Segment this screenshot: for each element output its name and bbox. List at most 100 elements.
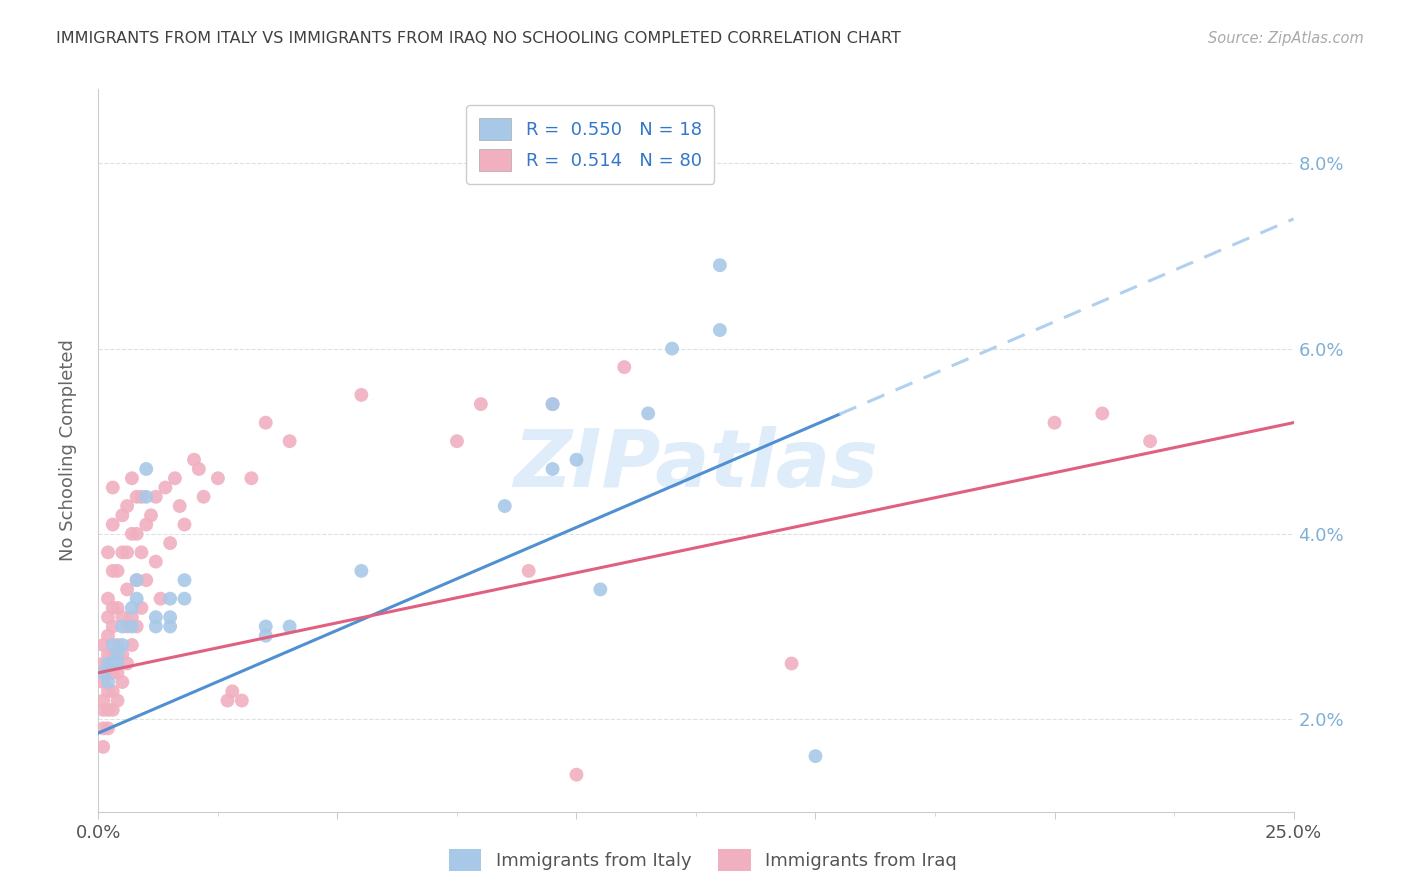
Point <box>91 665 114 680</box>
Point <box>107 657 129 671</box>
Point <box>517 564 540 578</box>
Point <box>97 647 120 661</box>
Point <box>97 545 120 559</box>
Point <box>131 601 153 615</box>
Point <box>1139 434 1161 449</box>
Point <box>159 536 181 550</box>
Point <box>494 499 516 513</box>
Point <box>91 739 114 754</box>
Point <box>135 462 157 476</box>
Point <box>97 675 120 690</box>
Point <box>135 517 157 532</box>
Point <box>589 582 612 597</box>
Point <box>135 573 157 587</box>
Point <box>107 665 129 680</box>
Point <box>565 452 588 467</box>
Point <box>101 665 124 680</box>
Point <box>91 638 114 652</box>
Point <box>661 342 683 356</box>
Point <box>107 647 129 661</box>
Point <box>121 601 143 615</box>
Point <box>121 610 143 624</box>
Point <box>173 591 195 606</box>
Point <box>121 638 143 652</box>
Point <box>183 452 205 467</box>
Text: Source: ZipAtlas.com: Source: ZipAtlas.com <box>1208 31 1364 46</box>
Point <box>145 610 167 624</box>
Point <box>125 591 148 606</box>
Point <box>446 434 468 449</box>
Point <box>107 564 129 578</box>
Point <box>541 397 564 411</box>
Point <box>121 471 143 485</box>
Point <box>780 657 803 671</box>
Point <box>101 601 124 615</box>
Point <box>254 416 277 430</box>
Point <box>111 545 134 559</box>
Point <box>115 619 138 633</box>
Point <box>709 323 731 337</box>
Point <box>101 564 124 578</box>
Point <box>107 638 129 652</box>
Point <box>159 591 181 606</box>
Point <box>145 619 167 633</box>
Point <box>121 619 143 633</box>
Point <box>125 573 148 587</box>
Point <box>107 601 129 615</box>
Point <box>350 564 373 578</box>
Point <box>107 693 129 707</box>
Point <box>231 693 253 707</box>
Point <box>91 722 114 736</box>
Point <box>111 675 134 690</box>
Point <box>125 490 148 504</box>
Point <box>101 703 124 717</box>
Point <box>101 647 124 661</box>
Point <box>101 638 124 652</box>
Point <box>193 490 215 504</box>
Point <box>173 517 195 532</box>
Point <box>163 471 186 485</box>
Point <box>254 629 277 643</box>
Point <box>135 490 157 504</box>
Point <box>187 462 209 476</box>
Point <box>111 508 134 523</box>
Point <box>115 499 138 513</box>
Point <box>145 490 167 504</box>
Point <box>101 657 124 671</box>
Point <box>149 591 172 606</box>
Point <box>115 582 138 597</box>
Text: IMMIGRANTS FROM ITALY VS IMMIGRANTS FROM IRAQ NO SCHOOLING COMPLETED CORRELATION: IMMIGRANTS FROM ITALY VS IMMIGRANTS FROM… <box>56 31 901 46</box>
Point <box>131 545 153 559</box>
Point <box>97 657 120 671</box>
Point <box>91 703 114 717</box>
Point <box>709 258 731 272</box>
Point <box>101 517 124 532</box>
Point <box>97 665 120 680</box>
Point <box>97 684 120 698</box>
Point <box>131 490 153 504</box>
Point <box>125 573 148 587</box>
Point <box>350 388 373 402</box>
Point <box>155 481 177 495</box>
Point <box>159 619 181 633</box>
Point <box>613 360 636 375</box>
Point <box>115 657 138 671</box>
Point <box>278 434 301 449</box>
Point <box>207 471 229 485</box>
Point <box>111 647 134 661</box>
Point <box>101 481 124 495</box>
Point <box>637 406 659 420</box>
Point <box>1043 416 1066 430</box>
Point <box>91 657 114 671</box>
Point <box>101 684 124 698</box>
Text: ZIPatlas: ZIPatlas <box>513 425 879 504</box>
Point <box>111 610 134 624</box>
Point <box>139 508 162 523</box>
Point <box>125 526 148 541</box>
Y-axis label: No Schooling Completed: No Schooling Completed <box>59 340 77 561</box>
Legend: R =  0.550   N = 18, R =  0.514   N = 80: R = 0.550 N = 18, R = 0.514 N = 80 <box>465 105 714 184</box>
Point <box>97 591 120 606</box>
Point <box>240 471 263 485</box>
Point <box>145 555 167 569</box>
Point <box>278 619 301 633</box>
